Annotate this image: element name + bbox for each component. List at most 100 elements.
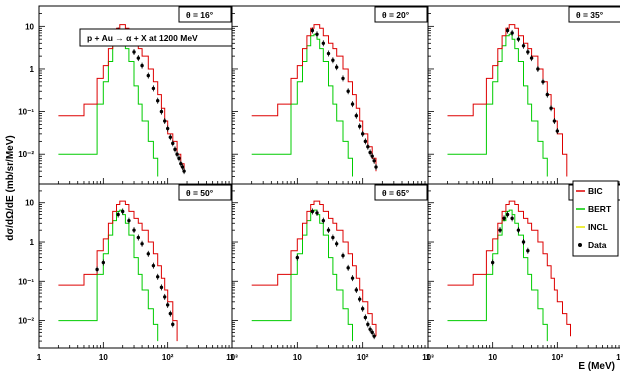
y-tick-label: 10⁻² [18,317,34,326]
panel-label-box: θ = 16° [178,6,232,23]
data-point [366,145,370,149]
data-point [505,212,510,217]
x-tick-label: 10³ [422,353,434,362]
data-point [310,28,315,33]
panel-label: θ = 35° [576,10,604,20]
bic-series-line [58,200,178,342]
data-point [140,242,144,246]
data-point [505,28,510,33]
panel-label: θ = 65° [382,188,410,198]
bert-series-line [251,33,353,177]
panel-label-frame [178,184,232,201]
data-point [526,50,530,54]
data-point [127,218,131,223]
data-point [370,330,374,335]
data-point [171,141,175,146]
data-point [372,334,376,338]
panel-4: θ = 50° 10⁻² 10⁻¹ 1 10 1 10 10² 10³ [18,183,238,362]
data-point [331,235,335,240]
data-point [357,297,362,301]
data-point [357,124,362,129]
data-point [168,311,173,316]
data-point [132,50,136,54]
data-point [310,209,315,214]
data-point [171,322,175,327]
bic-series-line [251,200,377,337]
panel-2: θ = 20° [231,5,429,185]
panel-label: θ = 50° [186,188,214,198]
data-point [146,73,151,78]
x-tick-label: 10 [488,353,497,362]
title-box: p + Au → α + X at 1200 MeV [79,28,233,47]
data-point [295,255,300,260]
data-point [350,276,355,280]
x-tick-label: 10² [357,353,369,362]
y-axis-label: dσ/dΩ/dE (mb/sr/MeV) [5,135,16,240]
data-point [175,152,179,156]
data-point [165,126,170,131]
data-point [165,303,170,307]
y-tick-label: 1 [30,238,35,247]
panel-5: θ = 65° 1 10 10² 10³ [230,183,434,362]
data-point [101,260,106,265]
legend-label-incl: INCL [588,222,608,232]
data-point [521,44,526,48]
title-box-frame [79,28,233,47]
data-point [334,65,339,69]
x-tick-label: 10² [552,353,564,362]
data-point [151,86,156,91]
data-point [370,154,374,158]
data-point [374,165,378,169]
legend: BIC BERT INCL Data [572,180,619,257]
x-tick-label: 1 [230,353,235,362]
data-point [146,252,151,256]
data-point [354,114,359,118]
data-point [326,228,331,232]
bert-series-line [447,33,548,177]
data-point [545,92,550,97]
data-point [132,228,136,232]
data-point [136,56,141,60]
panel-frame [427,183,620,349]
data-point [180,165,185,169]
data-point [526,249,530,253]
data-point [321,41,326,45]
data-point [136,235,141,240]
data-point [120,209,125,214]
bert-series-line [58,209,159,342]
legend-label-bic: BIC [588,186,603,196]
data-point [341,76,345,81]
data-point [529,56,534,60]
data-point [116,212,120,217]
data-point [366,322,370,327]
data-point [516,228,521,232]
panel-label-box: θ = 35° [568,6,620,23]
legend-label-bert: BERT [588,204,612,214]
x-tick-label: 10³ [226,353,238,362]
data-point [182,169,186,173]
y-tick-label: 10⁻¹ [18,277,34,286]
data-point [163,119,167,123]
chart-title: p + Au → α + X at 1200 MeV [87,33,198,43]
x-tick-label: 1 [37,353,42,362]
y-tick-label: 10 [25,199,34,208]
data-point [498,228,502,232]
data-point [354,288,359,292]
panel-label-frame [178,6,232,23]
bic-series-line [447,24,568,177]
x-tick-label: 1 [426,353,431,362]
data-point [156,99,160,103]
data-point [156,275,160,279]
data-point [168,135,173,139]
data-point [541,80,545,84]
data-point [179,161,183,166]
data-point [502,216,506,221]
data-point [95,267,99,272]
data-point [159,285,164,290]
data-point [490,260,495,265]
bic-series-line [447,200,571,337]
x-tick-label: 10² [162,353,174,362]
data-point [346,89,350,93]
